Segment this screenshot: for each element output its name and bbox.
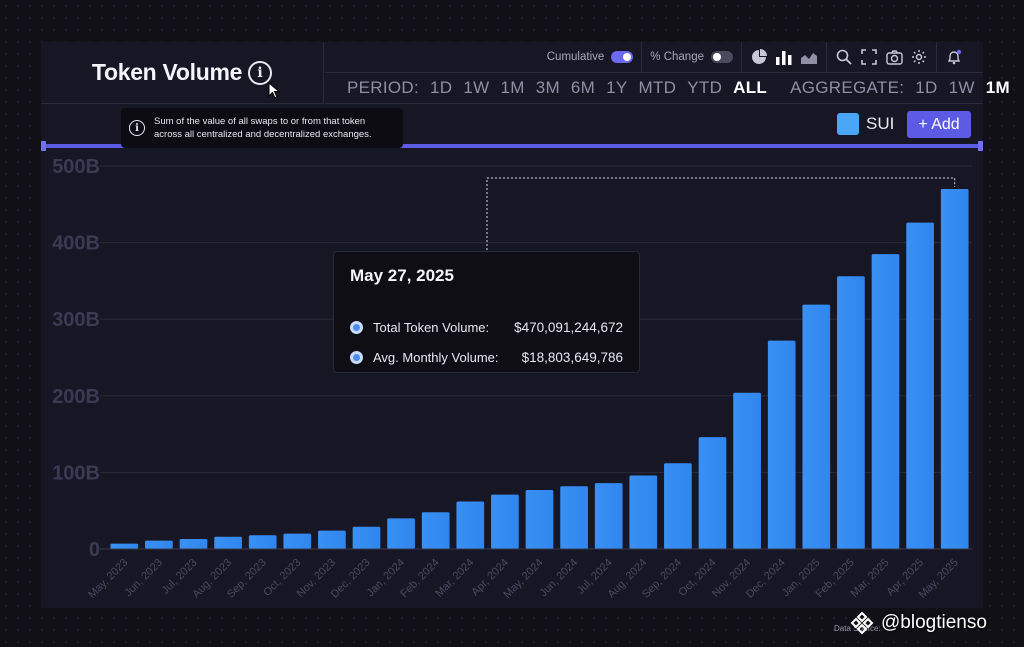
- period-label: PERIOD:: [347, 78, 420, 97]
- bar-17[interactable]: [698, 437, 727, 549]
- aggregate-option-1m[interactable]: 1M: [985, 78, 1010, 97]
- chart-title: Token Volume: [91, 59, 243, 85]
- title-area: Token Volume i: [41, 42, 324, 104]
- info-icon-small: i: [129, 120, 145, 136]
- legend-label: SUI: [866, 114, 895, 133]
- period-option-all[interactable]: ALL: [733, 78, 768, 97]
- y-tick-label: 100B: [52, 462, 100, 484]
- bar-2[interactable]: [179, 539, 208, 549]
- period-option-6m[interactable]: 6M: [570, 78, 596, 97]
- bar-13[interactable]: [560, 486, 588, 549]
- bar-3[interactable]: [214, 536, 242, 549]
- data-tooltip: May 27, 2025 Total Token Volume: $470,09…: [333, 251, 640, 373]
- bar-14[interactable]: [594, 483, 623, 549]
- y-tick-label: 200B: [52, 386, 100, 408]
- cumulative-toggle[interactable]: [611, 51, 634, 63]
- period-option-1m[interactable]: 1M: [500, 78, 525, 97]
- chart-type-group: [742, 41, 827, 73]
- bar-16[interactable]: [664, 463, 692, 549]
- bar-1[interactable]: [145, 540, 173, 549]
- bar-10[interactable]: [456, 501, 485, 549]
- binance-logo-icon: [850, 611, 874, 635]
- bar-0[interactable]: [110, 543, 139, 549]
- bar-11[interactable]: [491, 494, 519, 549]
- bar-5[interactable]: [283, 533, 312, 549]
- pct-change-toggle-group: % Change: [642, 41, 742, 73]
- search-icon[interactable]: [835, 48, 853, 66]
- x-tick-label: Jun, 2023: [122, 557, 165, 600]
- area-chart-icon[interactable]: [800, 48, 818, 66]
- legend-color-chip[interactable]: [837, 113, 859, 135]
- aggregate-label: AGGREGATE:: [790, 78, 905, 97]
- tooltip-label-total: Total Token Volume:: [373, 319, 490, 335]
- alerts-group: [937, 42, 971, 73]
- y-tick-label: 400B: [52, 233, 100, 255]
- bar-8[interactable]: [387, 518, 415, 549]
- bar-20[interactable]: [802, 304, 831, 549]
- x-tick-label: Mar, 2024: [433, 557, 476, 600]
- tooltip-label-avg: Avg. Monthly Volume:: [373, 349, 499, 365]
- tooltip-value-avg: $18,803,649,786: [521, 349, 623, 365]
- bar-22[interactable]: [871, 254, 900, 549]
- bar-7[interactable]: [352, 526, 381, 549]
- bell-icon[interactable]: [945, 48, 963, 66]
- tooltip-date: May 27, 2025: [350, 266, 454, 285]
- bar-6[interactable]: [318, 530, 346, 549]
- fullscreen-icon[interactable]: [860, 48, 878, 66]
- bar-21[interactable]: [837, 276, 865, 549]
- watermark-text: @blogtienso: [881, 612, 987, 633]
- bar-23[interactable]: [906, 222, 934, 549]
- period-option-1w[interactable]: 1W: [463, 78, 490, 97]
- bar-19[interactable]: [767, 340, 796, 549]
- period-option-1y[interactable]: 1Y: [606, 78, 628, 97]
- x-tick-label: Jun, 2024: [538, 557, 581, 600]
- tooltip-row-total: Total Token Volume: $470,091,244,672: [350, 312, 623, 342]
- period-option-mtd[interactable]: MTD: [638, 78, 677, 97]
- camera-icon[interactable]: [885, 48, 903, 66]
- cumulative-label: Cumulative: [546, 51, 605, 63]
- gear-icon[interactable]: [910, 48, 928, 66]
- tooltip-row-avg: Avg. Monthly Volume: $18,803,649,786: [350, 342, 623, 372]
- pct-change-label: % Change: [650, 51, 704, 63]
- info-icon[interactable]: i: [248, 60, 273, 85]
- range-slider[interactable]: [41, 141, 983, 151]
- pct-change-toggle[interactable]: [711, 51, 733, 63]
- bar-18[interactable]: [733, 392, 761, 549]
- aggregate-option-1d[interactable]: 1D: [915, 78, 938, 97]
- chart-toolbar: Cumulative % Change: [325, 41, 983, 73]
- watermark: @blogtienso: [849, 610, 987, 636]
- x-tick-label: May, 2023: [86, 557, 130, 601]
- bar-chart-icon[interactable]: [775, 48, 793, 66]
- y-tick-label: 300B: [52, 309, 100, 331]
- aggregate-option-1w[interactable]: 1W: [948, 78, 975, 97]
- cumulative-toggle-group: Cumulative: [539, 41, 643, 73]
- cursor-icon: [268, 82, 281, 99]
- tooltip-series-dot: [350, 350, 363, 364]
- bar-4[interactable]: [248, 535, 277, 549]
- tools-group: [827, 41, 937, 73]
- period-option-ytd[interactable]: YTD: [687, 78, 723, 97]
- add-series-button[interactable]: + Add: [907, 111, 971, 138]
- info-tooltip: i Sum of the value of all swaps to or fr…: [121, 108, 403, 148]
- y-tick-label: 0: [89, 539, 100, 561]
- period-option-1d[interactable]: 1D: [430, 78, 453, 97]
- pie-chart-icon[interactable]: [750, 48, 768, 66]
- period-option-3m[interactable]: 3M: [535, 78, 560, 97]
- bar-12[interactable]: [525, 490, 554, 549]
- y-tick-label: 500B: [52, 156, 100, 178]
- tooltip-series-dot: [350, 320, 363, 334]
- period-selector: PERIOD: 1D 1W 1M 3M 6M 1Y MTD YTD ALL AG…: [325, 73, 1010, 104]
- bar-24[interactable]: [940, 188, 969, 550]
- info-tooltip-text: Sum of the value of all swaps to or from…: [154, 116, 372, 140]
- bar-15[interactable]: [629, 475, 658, 549]
- bar-9[interactable]: [421, 512, 450, 549]
- tooltip-value-total: $470,091,244,672: [514, 319, 623, 335]
- hover-connector-line: [486, 177, 956, 250]
